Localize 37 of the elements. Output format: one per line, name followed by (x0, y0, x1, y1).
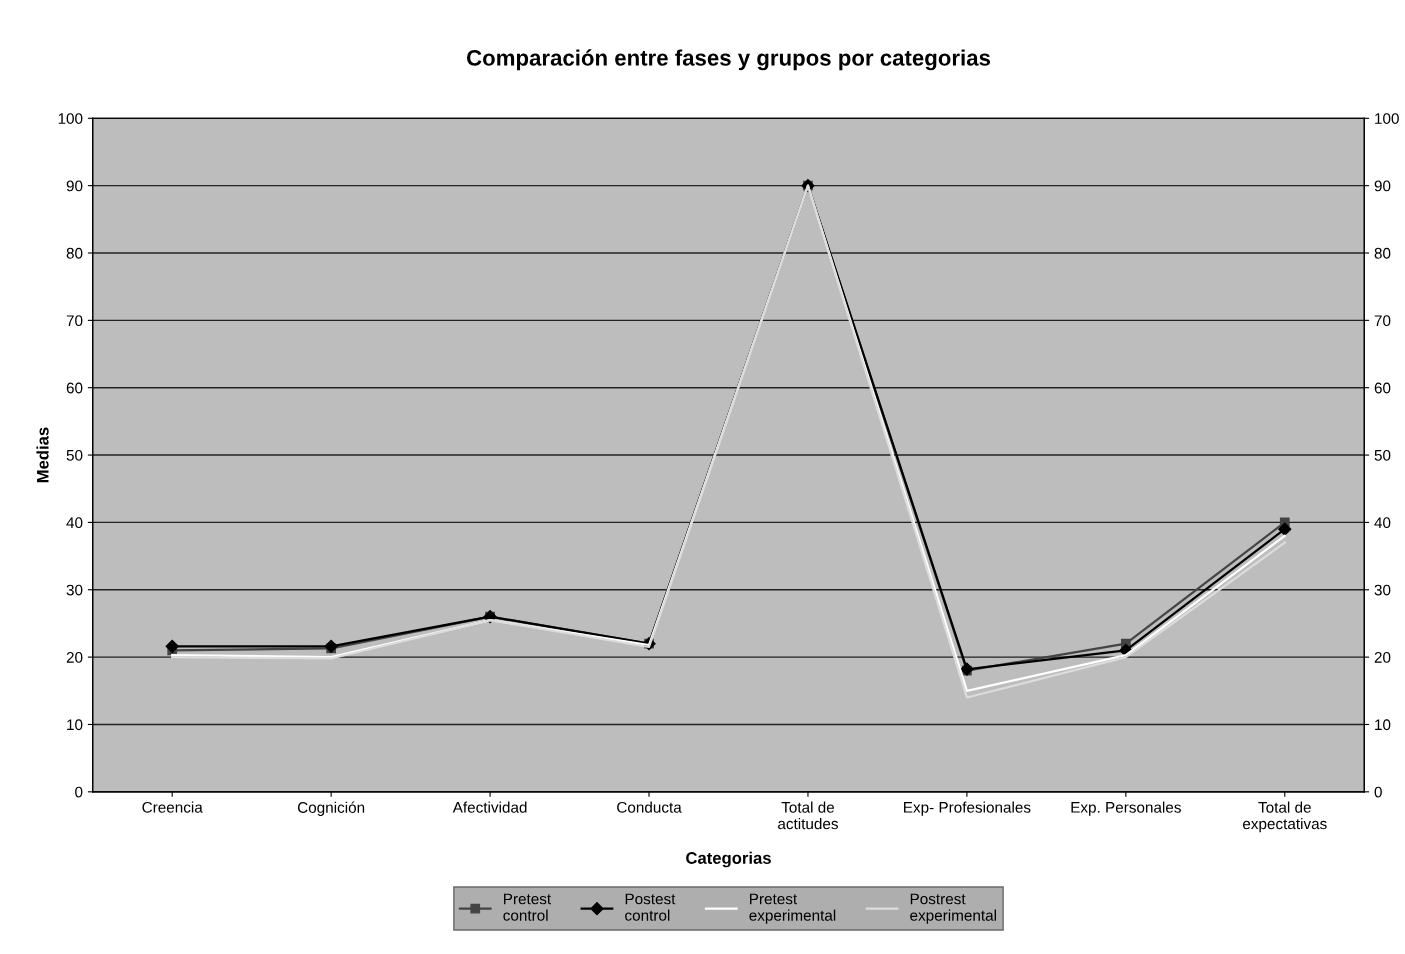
y2-tick-label: 40 (1374, 517, 1391, 529)
x-tick-label: Cognición (297, 801, 365, 816)
y-tick-label: 100 (58, 113, 83, 124)
y-tick-label: 80 (66, 247, 83, 259)
y-tick-label: 60 (66, 382, 83, 394)
y2-tick-label: 100 (1375, 113, 1399, 124)
y-tick-label: 20 (66, 651, 83, 663)
x-tick-label: Creencia (142, 801, 203, 813)
x-tick-label: Total de expectativas (1242, 801, 1327, 833)
y-tick-label: 50 (66, 449, 83, 461)
x-tick-label: Exp- Profesionales (904, 801, 1031, 816)
x-tick-label: Afectividad (452, 801, 527, 813)
y2-tick-label: 50 (1374, 449, 1391, 461)
y2-tick-label: 90 (1374, 180, 1391, 192)
y2-tick-label: 20 (1374, 651, 1391, 663)
y2-tick-label: 70 (1374, 315, 1391, 327)
chart-title: Comparación entre fases y grupos por categorias (467, 49, 991, 71)
y-tick-label: 0 (75, 786, 83, 798)
y-axis-title: Medias (36, 427, 49, 483)
legend-label: Pretest experimental (749, 893, 836, 924)
y-tick-label: 90 (66, 180, 83, 192)
x-tick-label: Total de actitudes (778, 801, 838, 830)
legend-label: Pretest control (503, 893, 552, 921)
y2-tick-label: 10 (1375, 719, 1391, 731)
legend-label: Postrest experimental (910, 893, 996, 924)
y2-tick-label: 30 (1374, 584, 1391, 596)
y-tick-label: 30 (66, 584, 83, 596)
y2-tick-label: 0 (1374, 786, 1382, 798)
y2-tick-label: 60 (1374, 382, 1391, 394)
x-tick-label: Conducta (617, 801, 682, 813)
x-tick-label: Exp. Personales (1071, 801, 1181, 816)
y-tick-label: 40 (66, 517, 83, 529)
legend-label: Postest control (625, 893, 676, 921)
x-axis-title: Categorias (686, 851, 771, 868)
y-tick-label: 70 (66, 315, 83, 327)
y2-tick-label: 80 (1374, 247, 1391, 259)
y-tick-label: 10 (67, 719, 83, 731)
